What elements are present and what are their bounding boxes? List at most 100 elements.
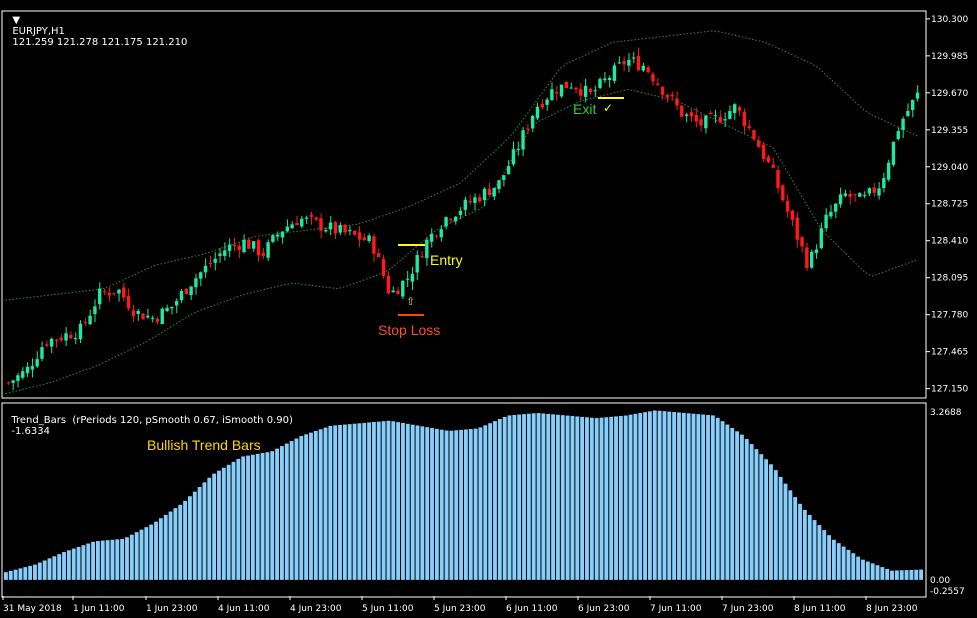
ohlc-values: 121.259 121.278 121.175 121.210 xyxy=(12,37,188,48)
trend-bar xyxy=(100,540,105,580)
dropdown-triangle-icon[interactable]: ▼ xyxy=(12,15,21,26)
time-tick-label: 4 Jun 11:00 xyxy=(218,604,270,614)
price-tick-label: 130.300 xyxy=(931,15,968,25)
candle-body xyxy=(718,116,722,123)
candle-body xyxy=(670,94,674,97)
candle-body xyxy=(73,338,78,340)
candle-body xyxy=(882,178,886,189)
trend-bar xyxy=(197,486,202,580)
trend-bar xyxy=(827,535,831,580)
indicator-title: Trend_Bars (rPeriods 120, pSmooth 0.67, … xyxy=(11,415,293,426)
trend-bar xyxy=(333,425,338,580)
candle-body xyxy=(757,140,761,148)
trend-bar xyxy=(396,422,401,580)
candle-body xyxy=(665,94,670,98)
trend-bar xyxy=(536,413,541,580)
trend-bar xyxy=(265,452,270,580)
candle-body xyxy=(16,375,20,381)
candle-body xyxy=(795,217,799,240)
candle-body xyxy=(521,130,525,150)
trend-bar xyxy=(832,539,836,580)
trend-bar xyxy=(604,417,609,580)
candle-body xyxy=(540,104,544,108)
candle-body xyxy=(598,79,602,88)
trend-bar xyxy=(192,491,197,580)
candle-body xyxy=(684,114,689,116)
trend-bar xyxy=(236,458,241,580)
candle-body xyxy=(906,111,910,116)
trend-bar xyxy=(817,525,822,580)
candle-body xyxy=(199,272,203,279)
candle-body xyxy=(391,290,395,293)
trend-bar xyxy=(807,514,812,580)
candle-body xyxy=(338,225,342,233)
trend-bar xyxy=(284,443,289,580)
candle-body xyxy=(429,233,434,242)
trend-bar xyxy=(76,546,81,580)
indicator-tick-label: 0.00 xyxy=(930,576,950,586)
candle-body xyxy=(761,144,766,159)
candle-body xyxy=(165,307,169,312)
candle-body xyxy=(256,240,261,256)
trend-bar xyxy=(425,427,430,580)
trend-bar xyxy=(309,432,313,580)
trend-bar xyxy=(183,500,187,580)
candle-body xyxy=(487,189,492,196)
trend-bar xyxy=(202,482,207,580)
candle-body xyxy=(766,156,771,163)
candle-body xyxy=(179,291,184,301)
trend-bar xyxy=(575,416,580,580)
trend-bar xyxy=(628,414,633,580)
trend-bar xyxy=(585,417,589,580)
candle-body xyxy=(83,321,87,323)
candle-body xyxy=(843,193,848,196)
candle-body xyxy=(59,337,63,340)
candle-body xyxy=(122,287,126,298)
price-tick-label: 129.355 xyxy=(931,126,968,136)
candle-body xyxy=(896,131,900,140)
candle-body xyxy=(516,149,520,151)
candle-body xyxy=(530,115,535,129)
candle-body xyxy=(747,126,751,128)
trend-bar xyxy=(125,537,129,580)
time-tick-label: 8 Jun 23:00 xyxy=(866,604,918,614)
time-tick-label: 1 Jun 23:00 xyxy=(146,604,198,614)
candle-body xyxy=(333,222,338,234)
trend-bar xyxy=(367,422,371,580)
candle-body xyxy=(867,188,872,194)
trend-bar xyxy=(318,429,323,580)
candle-body xyxy=(809,251,814,268)
trend-bar xyxy=(696,414,701,580)
trend-bar xyxy=(410,424,415,580)
candle-body xyxy=(439,229,443,238)
candle-body xyxy=(107,292,112,296)
trend-bar xyxy=(420,426,425,580)
trend-bar xyxy=(749,444,754,580)
trend-bar xyxy=(8,570,13,580)
trend-bar xyxy=(18,568,23,580)
candle-body xyxy=(829,211,833,217)
candle-body xyxy=(117,289,121,294)
trend-bar xyxy=(13,569,18,580)
time-tick-label: 7 Jun 23:00 xyxy=(722,604,774,614)
candle-body xyxy=(218,253,222,256)
candle-body xyxy=(405,278,410,280)
candle-body xyxy=(550,89,554,101)
trend-bar xyxy=(778,476,783,580)
trend-bar xyxy=(686,413,691,580)
candle-body xyxy=(579,89,583,96)
up-arrow-icon: ⇧ xyxy=(406,296,416,308)
candle-body xyxy=(377,253,381,258)
candle-body xyxy=(723,119,727,121)
exit-check-icon: ✓ xyxy=(603,101,614,115)
candle-body xyxy=(184,288,188,294)
candle-body xyxy=(862,195,867,197)
trend-bar xyxy=(149,524,154,580)
candle-body xyxy=(155,318,160,322)
price-tick-label: 128.410 xyxy=(931,237,968,247)
candle-body xyxy=(78,323,83,340)
trend-bar xyxy=(37,562,42,580)
candle-body xyxy=(680,105,684,117)
candle-body xyxy=(309,214,314,217)
trend-bar xyxy=(66,550,71,580)
